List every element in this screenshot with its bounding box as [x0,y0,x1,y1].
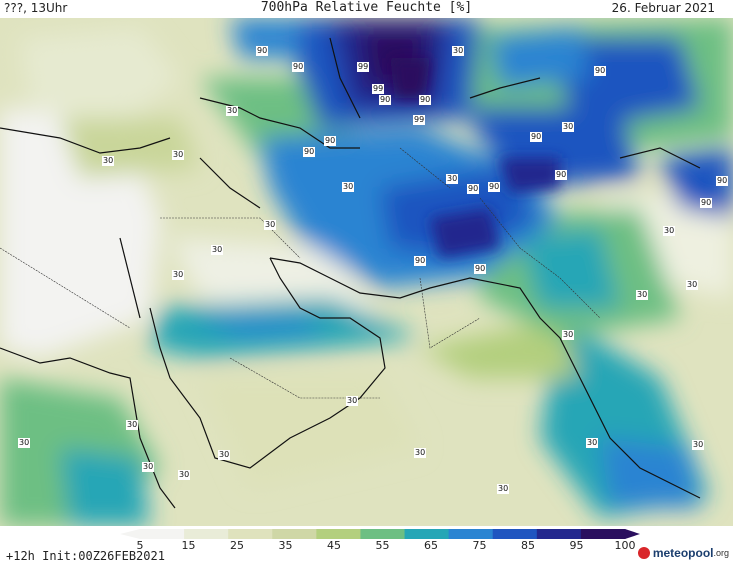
isoline-label: 30 [692,440,705,450]
isoline-label: 90 [467,184,480,194]
isoline-label: 90 [488,182,501,192]
colorbar-segment [272,529,317,539]
colorbar [120,529,640,539]
isoline-label: 30 [452,46,465,56]
isoline-label: 30 [342,182,355,192]
logo-text: meteopool [652,546,714,560]
isoline-label: 30 [586,438,599,448]
coastlines [0,37,701,509]
isoline-label: 30 [226,106,239,116]
colorbar-segment [140,529,185,539]
logo-icon [637,547,650,559]
isoline-label: 30 [497,484,510,494]
humidity-detail [390,58,560,258]
colorbar-tick-label: 45 [327,539,341,552]
colorbar-tick-label: 55 [375,539,390,552]
colorbar-tick-label: 65 [424,539,438,552]
colorbar-segment [228,529,273,539]
isoline-label: 90 [414,256,427,266]
init-time-label: +12h Init:00Z26FEB2021 [6,549,165,563]
isoline-label: 30 [142,462,155,472]
colorbar-segment [580,529,626,539]
colorbar-tick-label: 75 [472,539,487,552]
colorbar-segment [536,529,582,539]
isoline-label: 90 [419,95,432,105]
isoline-label: 30 [264,220,277,230]
isoline-label: 99 [372,84,385,94]
humidity-fill [0,18,733,526]
colorbar-tick-label: 35 [278,539,293,552]
colorbar-segment [360,529,406,539]
isoline-label: 99 [413,115,426,125]
isoline-label: 30 [686,280,699,290]
colorbar-tick-label: 25 [230,539,244,552]
isoline-label: 30 [172,270,185,280]
isoline-label: 90 [700,198,713,208]
colorbar-segment [184,529,229,539]
isoline-label: 30 [636,290,649,300]
colorbar-tick-label: 100 [614,539,636,552]
colorbar-tick-label: 95 [569,539,584,552]
isoline-label: 30 [562,330,575,340]
isoline-label: 30 [346,396,359,406]
isoline-label: 90 [379,95,392,105]
humidity-map [0,18,733,526]
colorbar-segment [316,529,361,539]
isoline-label: 30 [218,450,231,460]
map-title: 700hPa Relative Feuchte [%] [260,0,473,15]
forecast-time-label: ???, 13Uhr [4,1,68,15]
colorbar-segment [404,529,450,539]
isoline-label: 90 [324,136,337,146]
isoline-label: 30 [178,470,191,480]
colorbar-segment [492,529,538,539]
colorbar-tick-label: 85 [521,539,535,552]
isoline-label: 30 [663,226,676,236]
header: ???, 13Uhr 700hPa Relative Feuchte [%] 2… [0,0,733,18]
isoline-label: 99 [357,62,370,72]
forecast-date: 26. Februar 2021 [611,1,715,15]
isoline-label: 30 [446,174,459,184]
colorbar-tick-label: 5 [136,539,144,552]
isoline-label: 90 [256,46,269,56]
isoline-label: 30 [172,150,185,160]
isoline-label: 90 [716,176,729,186]
isoline-label: 90 [474,264,487,274]
isoline-label: 30 [18,438,31,448]
isoline-label: 90 [530,132,543,142]
isoline-label: 90 [292,62,305,72]
colorbar-left-arrow [120,529,140,539]
logo-suffix: .org [713,548,729,558]
isoline-label: 90 [594,66,607,76]
colorbar-tick-label: 15 [181,539,196,552]
isoline-label: 90 [303,147,316,157]
colorbar-right-arrow [625,529,640,539]
isoline-label: 30 [562,122,575,132]
meteopool-logo[interactable]: meteopool .org [637,546,729,560]
isoline-label: 30 [414,448,427,458]
colorbar-segment [448,529,494,539]
isoline-label: 30 [211,245,224,255]
isoline-label: 30 [102,156,115,166]
isoline-label: 90 [555,170,568,180]
isoline-label: 30 [126,420,139,430]
